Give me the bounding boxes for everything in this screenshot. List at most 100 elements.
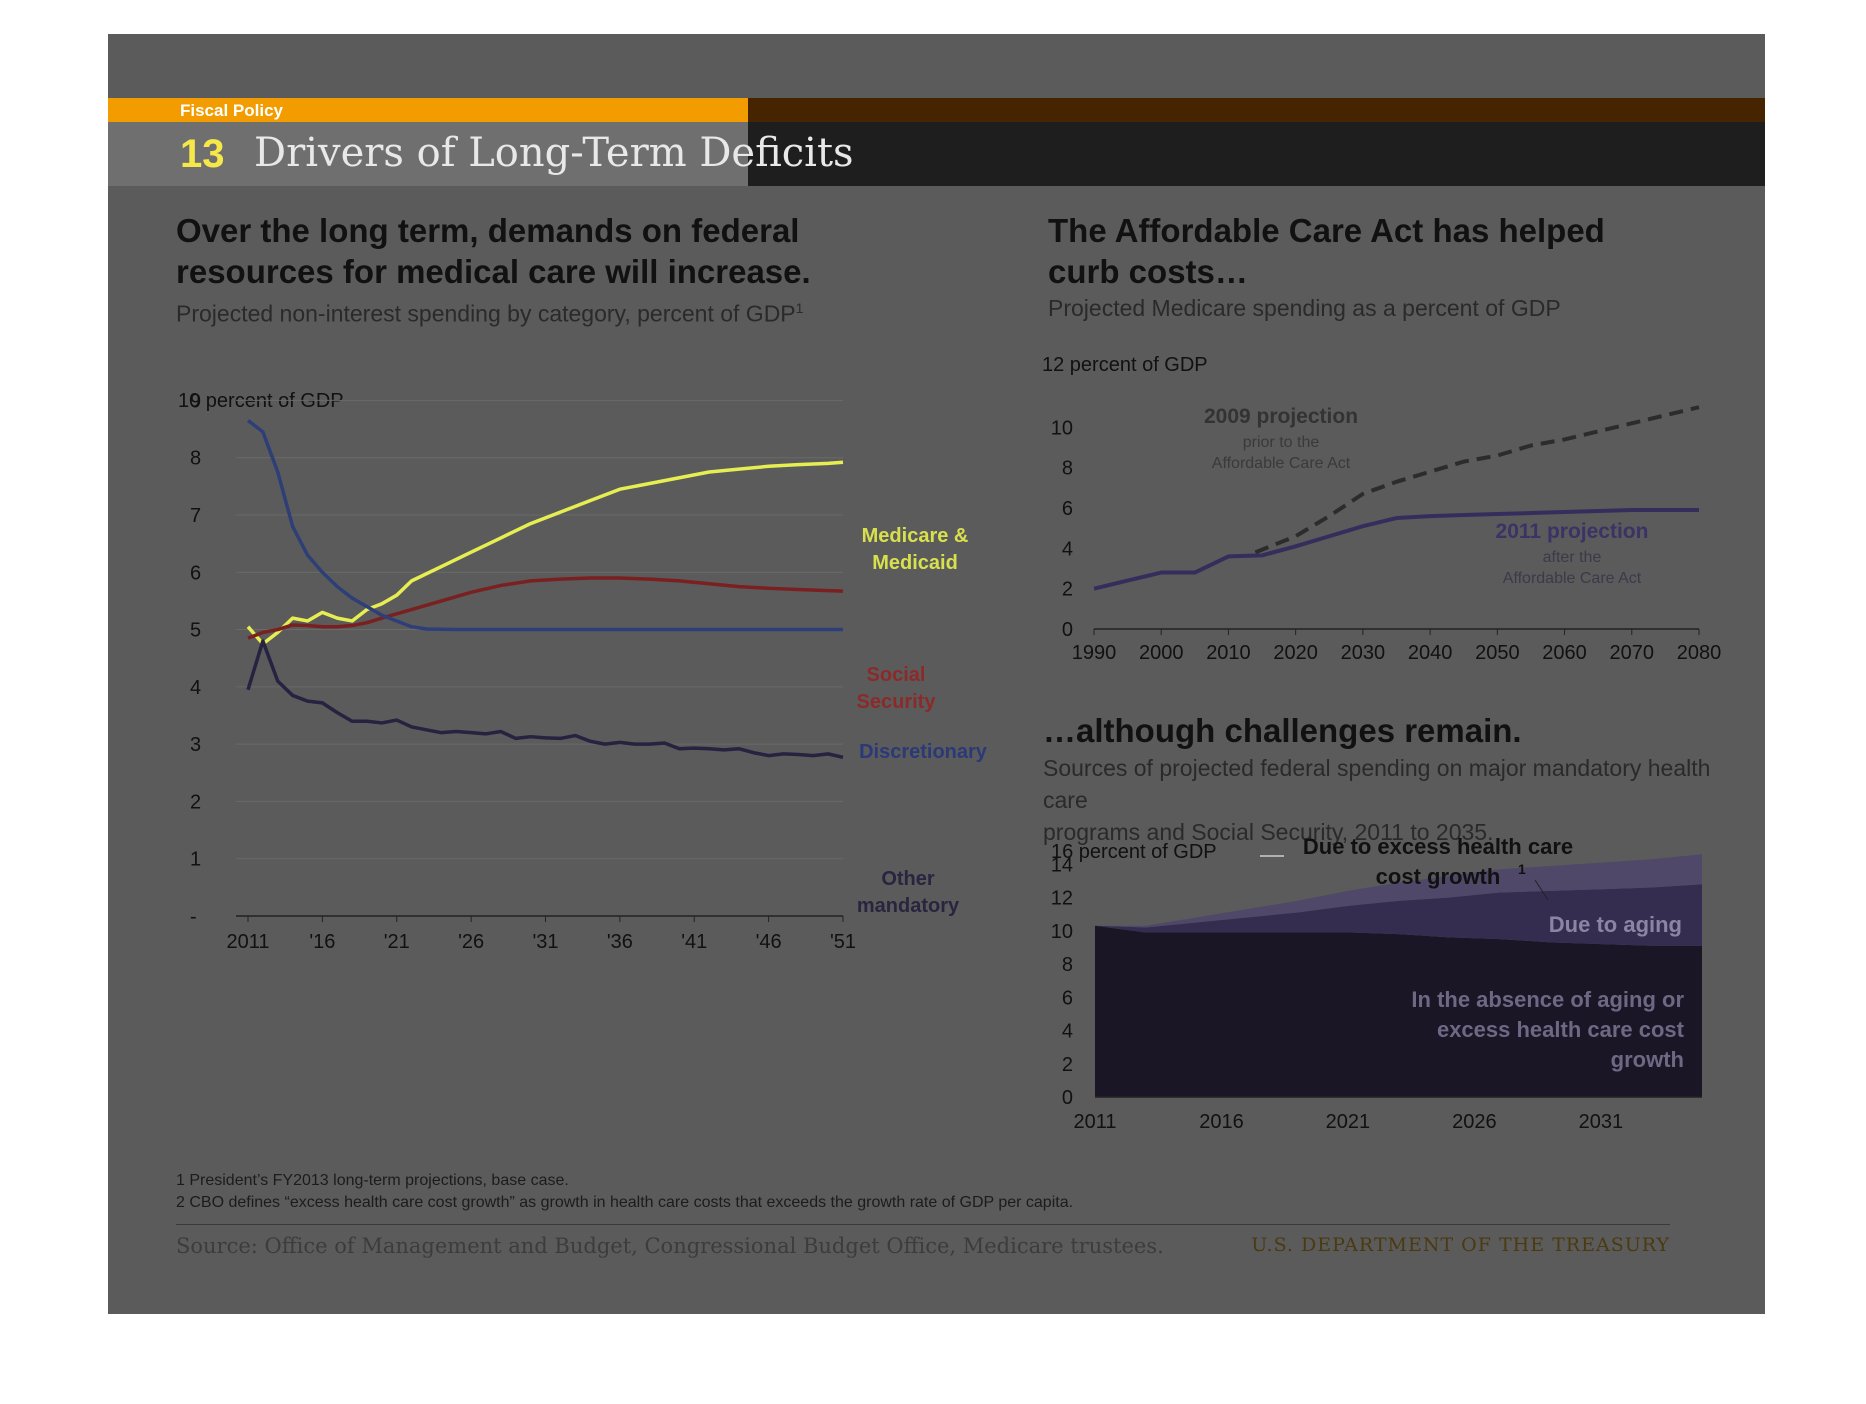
series-line-other-mandatory <box>246 639 844 760</box>
x-tick-label: 2030 <box>1341 642 1386 664</box>
series-label-social-security: Security <box>857 691 937 713</box>
right-top-heading-line1: The Affordable Care Act has helped <box>1048 212 1605 249</box>
x-tick-label: 2011 <box>1073 1111 1116 1133</box>
y-tick-label: 10 <box>1051 921 1073 943</box>
slide-number: 13 <box>180 132 225 176</box>
y-tick-label: 2 <box>190 791 201 813</box>
series-label-2009-projection: 2009 projection <box>1204 405 1358 428</box>
left-subtitle: Projected non-interest spending by categ… <box>176 292 803 330</box>
x-tick-label: 2060 <box>1542 642 1587 664</box>
series-label-due-to-excess-health-care-cost-growth: Due to excess health care <box>1303 834 1573 859</box>
y-tick-label: 8 <box>190 448 201 470</box>
y-tick-label: 0 <box>1062 1087 1073 1109</box>
health-spending-sources-chart: 16 percent of GDP 0 2 4 6 8 10 12 14 2011 2016 2021… <box>1051 834 1702 1133</box>
y-axis-label: 10 percent of GDP <box>178 390 344 412</box>
right-bottom-subtitle: Sources of projected federal spending on… <box>1043 752 1743 848</box>
slide: Fiscal Policy 13 Drivers of Long-Term De… <box>108 34 1765 1314</box>
title-band-accent <box>108 122 748 186</box>
series-label-in-the-absence-of-aging-or-excess-health-care-cost-growth: In the absence of aging or <box>1411 987 1684 1012</box>
area-in-the-absence-of-aging-or-excess-health-care-cost-growth <box>1095 925 1702 1097</box>
left-subtitle-text: Projected non-interest spending by categ… <box>176 300 796 327</box>
y-tick-label: - <box>190 906 197 928</box>
series-line-social-security <box>247 576 844 640</box>
series-label-due-to-aging: Due to aging <box>1549 912 1682 937</box>
y-tick-label: 10 <box>1051 417 1073 439</box>
x-tick-label: 1990 <box>1072 642 1117 664</box>
y-tick-label: 8 <box>1062 954 1073 976</box>
x-tick-label: 2016 <box>1199 1111 1244 1133</box>
y-axis-label: 12 percent of GDP <box>1042 354 1208 376</box>
series-label-other-mandatory: mandatory <box>857 895 960 917</box>
leader-line <box>1534 879 1549 901</box>
series-label-in-the-absence-of-aging-or-excess-health-care-cost-growth: excess health care cost <box>1437 1017 1685 1042</box>
slide-title: Drivers of Long-Term Deficits <box>254 130 854 176</box>
x-tick-label: '41 <box>681 931 707 953</box>
y-tick-label: 2 <box>1062 1054 1073 1076</box>
x-tick-label: '16 <box>309 931 335 953</box>
series-label-in-the-absence-of-aging-or-excess-health-care-cost-growth: growth <box>1611 1047 1684 1072</box>
y-axis-label: 16 percent of GDP <box>1051 841 1217 863</box>
y-tick-label: 4 <box>1062 1021 1073 1043</box>
x-tick-label: 2080 <box>1677 642 1722 664</box>
x-tick-label: '46 <box>756 931 782 953</box>
x-tick-label: 2026 <box>1452 1111 1497 1133</box>
series-label-footnote-mark: 1 <box>1518 861 1526 877</box>
series-label-other-mandatory: Other <box>881 868 935 890</box>
y-tick-label: 6 <box>190 562 201 584</box>
y-tick-label: 6 <box>1062 987 1073 1009</box>
spending-by-category-chart: 10 percent of GDP - 1 2 3 4 5 6 7 8 9 2011 '16 '21 '26… <box>178 390 988 953</box>
footnote-2: 2 CBO defines “excess health care cost g… <box>176 1194 1074 1211</box>
series-note-2011-projection: after the <box>1543 549 1602 566</box>
category-band: Fiscal Policy <box>108 98 1765 122</box>
series-note-2009-projection: prior to the <box>1243 434 1320 451</box>
footnote-1: 1 President’s FY2013 long-term projectio… <box>176 1172 569 1189</box>
left-heading-line2: resources for medical care will increase… <box>176 253 811 290</box>
y-tick-label: 6 <box>1062 498 1073 520</box>
x-tick-label: '31 <box>532 931 558 953</box>
department-name: U.S. DEPARTMENT OF THE TREASURY <box>1251 1234 1670 1256</box>
series-label-medicare-medicaid: Medicare & <box>862 525 969 547</box>
y-tick-label: 7 <box>190 505 201 527</box>
category-label: Fiscal Policy <box>180 101 283 120</box>
series-note-2009-projection: Affordable Care Act <box>1212 455 1351 472</box>
x-tick-label: 2050 <box>1475 642 1520 664</box>
x-tick-label: 2031 <box>1579 1111 1624 1133</box>
right-top-subtitle: Projected Medicare spending as a percent… <box>1048 295 1561 321</box>
y-tick-label: 9 <box>190 390 201 412</box>
footer-divider <box>176 1224 1670 1225</box>
x-tick-label: 2020 <box>1273 642 1318 664</box>
area-due-to-aging <box>1095 884 1702 946</box>
area-due-to-excess-health-care-cost-growth <box>1095 854 1702 928</box>
series-line-medicare-medicaid <box>246 460 844 646</box>
series-label-discretionary: Discretionary <box>859 741 988 763</box>
right-bottom-heading: …although challenges remain. <box>1043 712 1522 749</box>
x-tick-label: '21 <box>384 931 410 953</box>
series-label-2011-projection: 2011 projection <box>1496 520 1649 543</box>
title-band: 13 Drivers of Long-Term Deficits <box>108 122 1765 186</box>
x-tick-label: 2010 <box>1206 642 1251 664</box>
x-tick-label: '26 <box>458 931 484 953</box>
right-top-heading-line2: curb costs… <box>1048 253 1248 290</box>
series-label-medicare-medicaid: Medicaid <box>872 552 958 574</box>
y-tick-label: 14 <box>1051 854 1073 876</box>
x-tick-label: 2040 <box>1408 642 1453 664</box>
x-tick-label: 2021 <box>1326 1111 1371 1133</box>
left-subtitle-footnote-mark: 1 <box>795 300 804 316</box>
x-tick-label: 2070 <box>1610 642 1655 664</box>
y-tick-label: 0 <box>1062 619 1073 641</box>
series-line-2009-projection <box>1254 405 1700 555</box>
series-line-2011-projection <box>1093 508 1699 591</box>
y-tick-label: 4 <box>190 677 201 699</box>
series-label-due-to-excess-health-care-cost-growth: cost growth <box>1376 864 1501 889</box>
left-heading: Over the long term, demands on federal r… <box>176 210 936 292</box>
left-heading-line1: Over the long term, demands on federal <box>176 212 800 249</box>
category-band-accent <box>108 98 748 122</box>
right-bottom-subtitle-line2: programs and Social Security, 2011 to 20… <box>1043 819 1494 845</box>
source-note: Source: Office of Management and Budget,… <box>176 1234 1164 1258</box>
series-note-2011-projection: Affordable Care Act <box>1503 570 1642 587</box>
right-top-heading: The Affordable Care Act has helped curb … <box>1048 210 1748 292</box>
x-tick-label: 2000 <box>1139 642 1184 664</box>
y-tick-label: 3 <box>190 734 201 756</box>
y-tick-label: 12 <box>1051 888 1073 910</box>
y-tick-label: 4 <box>1062 538 1073 560</box>
